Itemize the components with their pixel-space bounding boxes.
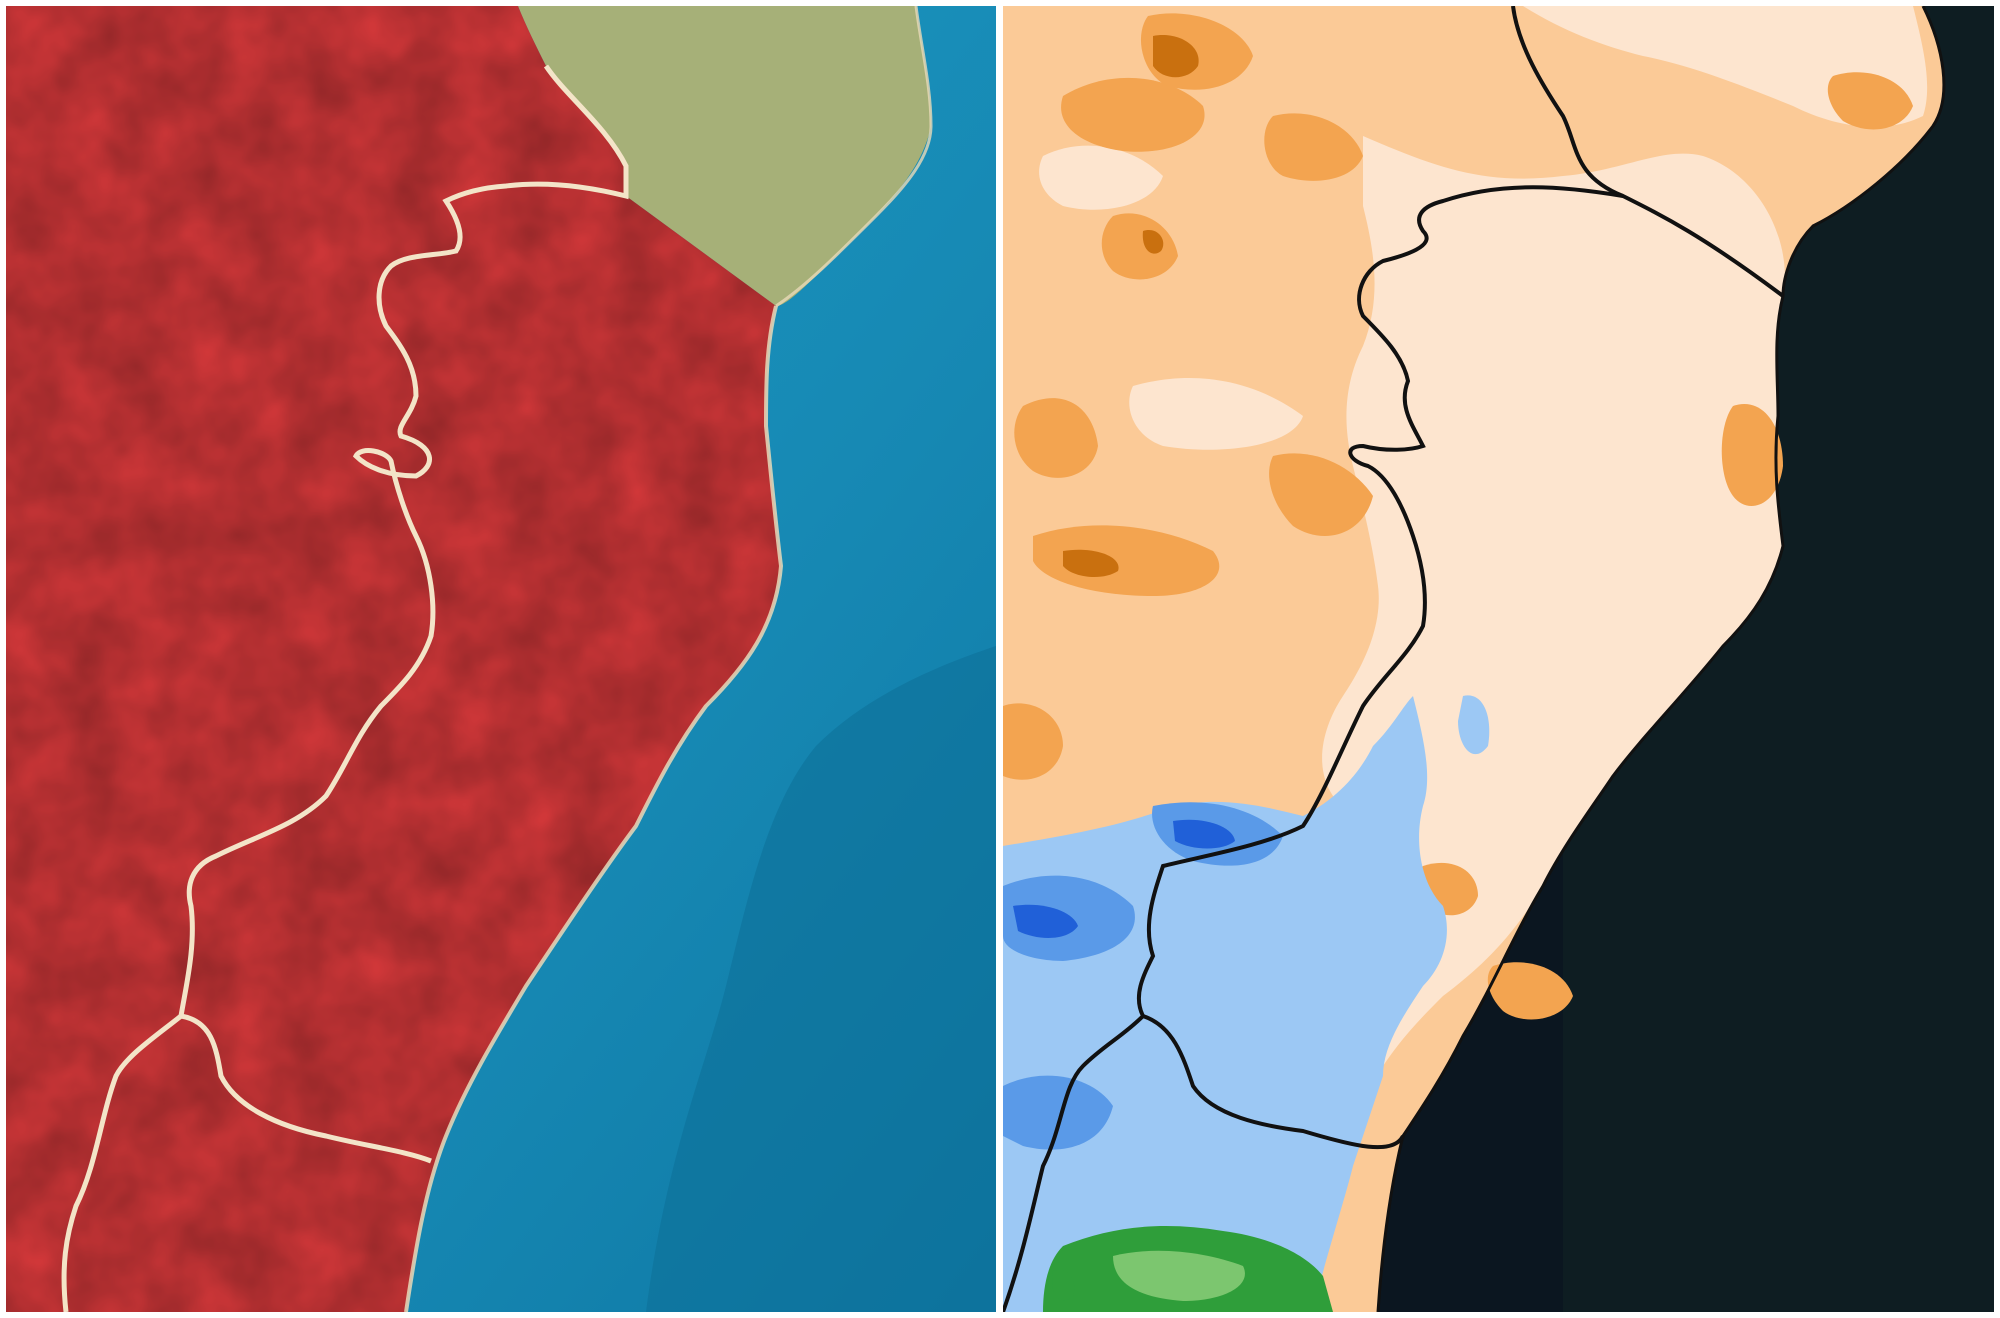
precipitation-anomaly-map — [1003, 6, 1994, 1312]
orange-patch-6 — [1033, 525, 1220, 596]
vegetation-texture — [518, 6, 931, 306]
blue-region — [1003, 696, 1447, 1312]
pale-patch-mid — [1129, 377, 1303, 450]
state-border-north — [178, 64, 629, 1017]
green-spot — [1052, 1270, 1075, 1301]
blue-dark-core-2 — [1173, 819, 1235, 849]
orange-patch-3 — [1264, 113, 1363, 181]
orange-patch-8 — [1003, 703, 1063, 780]
panel-divider — [997, 0, 1003, 1318]
orange-patch-1 — [1061, 77, 1205, 152]
coastline — [1376, 6, 1946, 1312]
orange-patch-11 — [1487, 962, 1573, 1020]
blue-dark-core — [1013, 904, 1078, 938]
green-light — [1113, 1250, 1245, 1301]
orange-patch-5 — [1014, 398, 1098, 478]
state-border-north — [1511, 6, 1785, 298]
state-border-south — [180, 1013, 432, 1164]
state-border-west — [61, 1014, 183, 1312]
coastline — [404, 305, 784, 1312]
satellite-alert-map — [6, 6, 996, 1312]
alert-texture — [6, 6, 781, 1312]
light-blue-spot — [1458, 695, 1490, 755]
pale-region-north — [1523, 6, 1928, 127]
state-border-central — [1003, 185, 1624, 1312]
anomaly-map-svg — [1003, 6, 1994, 1312]
dark-orange-core-1 — [1153, 35, 1199, 78]
dark-orange-core-2 — [1063, 549, 1119, 578]
satellite-map-svg — [6, 6, 996, 1312]
state-border-south — [1142, 1014, 1405, 1150]
continental-shelf — [646, 646, 996, 1312]
orange-patch-9 — [1721, 404, 1783, 506]
vegetation-region — [518, 6, 931, 306]
orange-patch-10 — [1827, 72, 1913, 130]
dark-orange-core-3 — [1142, 230, 1164, 254]
blue-medium-3 — [1003, 1075, 1113, 1150]
orange-patch-4 — [1101, 213, 1178, 280]
pale-patch-west — [1039, 145, 1163, 210]
northern-coastline — [775, 6, 933, 308]
orange-patch-7 — [1269, 453, 1373, 536]
